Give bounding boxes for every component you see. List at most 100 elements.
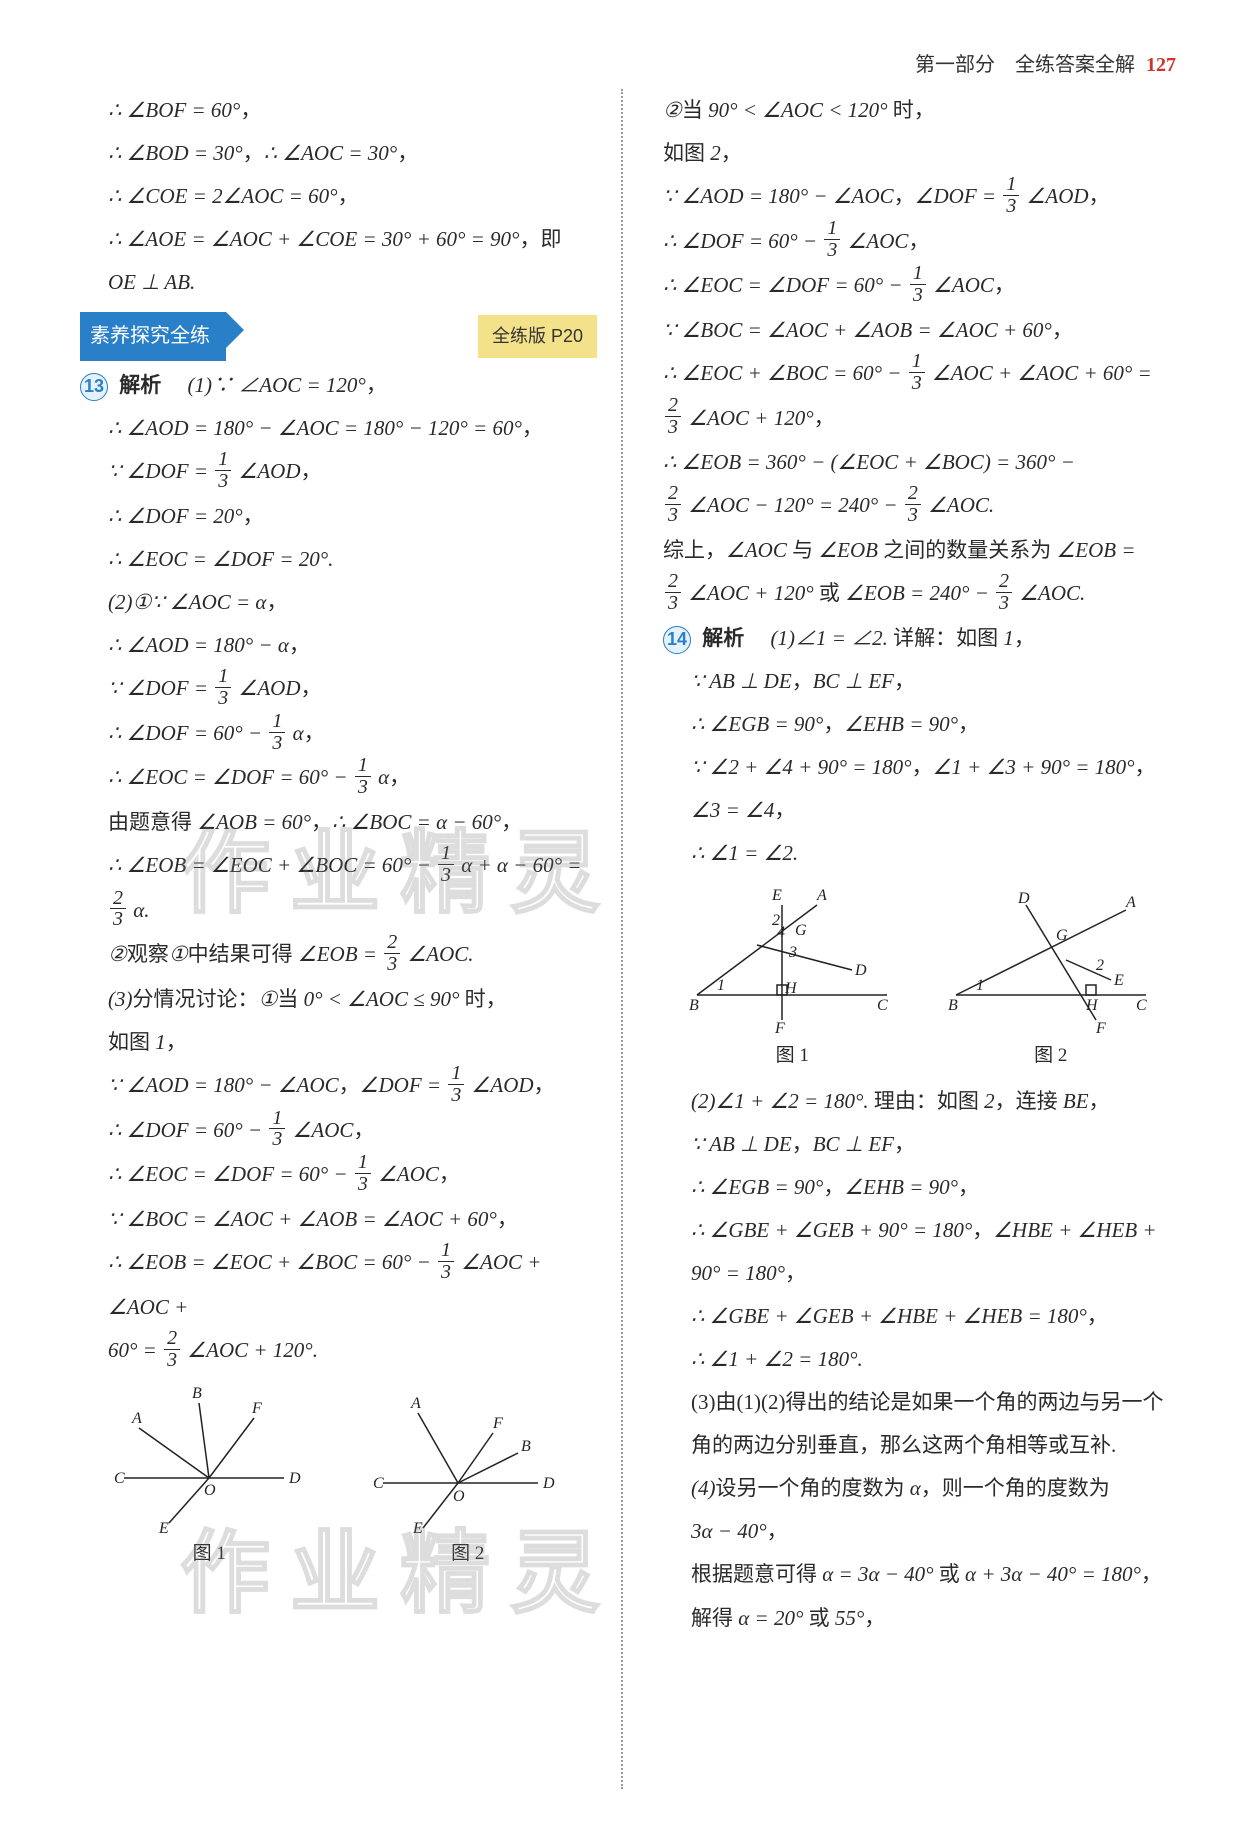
page-header: 第一部分 全练答案全解 127: [80, 48, 1180, 77]
pre-line: ∴ ∠COE = 2∠AOC = 60°，: [80, 175, 597, 218]
fig1-caption: 图 1: [104, 1535, 314, 1574]
svg-text:E: E: [1113, 972, 1124, 989]
svg-text:2: 2: [772, 912, 780, 929]
q14-p3: (3)由(1)(2)得出的结论是如果一个角的两边与另一个角的两边分别垂直，那么这…: [663, 1381, 1180, 1467]
r-line: ∵ ∠BOC = ∠AOC + ∠AOB = ∠AOC + 60°，: [663, 309, 1180, 352]
q14-line: 3α − 40°，: [663, 1510, 1180, 1553]
q13-line: ②观察①中结果可得 ∠EOB = 23 ∠AOC.: [80, 933, 597, 978]
q13-line: ∴ ∠DOF = 20°，: [80, 495, 597, 538]
q13-line: ∴ ∠EOC = ∠DOF = 20°.: [80, 538, 597, 581]
q14-line: 解得 α = 20° 或 55°，: [663, 1597, 1180, 1640]
q13-line: ∴ ∠DOF = 60° − 13 ∠AOC，: [80, 1109, 597, 1154]
svg-text:F: F: [251, 1400, 262, 1417]
svg-text:C: C: [114, 1470, 125, 1487]
q13-figures: ABF CDE O 图 1 AFB CDE: [80, 1383, 597, 1574]
q14-line: ∴ ∠GBE + ∠GEB + 90° = 180°，∠HBE + ∠HEB +: [663, 1209, 1180, 1252]
banner-title: 素养探究全练: [80, 312, 226, 361]
svg-text:H: H: [1085, 997, 1099, 1014]
q14-fig2: BC DA EF HG 12 图 2: [936, 885, 1166, 1076]
pre-line: OE ⊥ AB.: [80, 261, 597, 304]
r-line: ∵ ∠AOD = 180° − ∠AOC，∠DOF = 13 ∠AOD，: [663, 175, 1180, 220]
q14-p4-head: (4)设另一个角的度数为 α，则一个角的度数为: [663, 1467, 1180, 1510]
svg-text:A: A: [410, 1395, 421, 1412]
q14-line: ∠3 = ∠4，: [663, 789, 1180, 832]
svg-text:B: B: [689, 997, 699, 1014]
pre-line: ∴ ∠BOD = 30°，∴ ∠AOC = 30°，: [80, 132, 597, 175]
svg-text:D: D: [288, 1470, 301, 1487]
svg-text:B: B: [948, 997, 958, 1014]
analysis-label: 解析: [119, 374, 161, 397]
svg-text:C: C: [373, 1475, 384, 1492]
svg-text:O: O: [453, 1488, 465, 1505]
q13-line: ∴ ∠EOC = ∠DOF = 60° − 13 α，: [80, 756, 597, 801]
q14-line: ∴ ∠EGB = 90°，∠EHB = 90°，: [663, 1166, 1180, 1209]
q14-figures: BC EA DF HG 13 42 图 1: [663, 885, 1180, 1076]
q14-p1-head: (1)∠1 = ∠2. 详解：如图 1，: [771, 626, 1035, 650]
svg-text:A: A: [816, 887, 827, 904]
analysis-label: 解析: [702, 627, 744, 650]
q13-line: 由题意得 ∠AOB = 60°，∴ ∠BOC = α − 60°，: [80, 801, 597, 844]
q13-start: 13 解析 (1)∵ ∠AOC = 120°，: [80, 364, 597, 407]
svg-text:F: F: [1095, 1020, 1106, 1035]
svg-text:B: B: [192, 1385, 202, 1402]
q14-fig2-caption: 图 2: [936, 1037, 1166, 1076]
q14-start: 14 解析 (1)∠1 = ∠2. 详解：如图 1，: [663, 617, 1180, 660]
section-banner: 素养探究全练 全练版 P20: [80, 318, 597, 354]
r-line: ∴ ∠EOB = 360° − (∠EOC + ∠BOC) = 360° −: [663, 441, 1180, 484]
q13-p3-head: (3)分情况讨论：①当 0° < ∠AOC ≤ 90° 时，: [80, 978, 597, 1021]
q13-line: ∴ ∠AOD = 180° − ∠AOC = 180° − 120° = 60°…: [80, 407, 597, 450]
q14-line: ∵ AB ⊥ DE，BC ⊥ EF，: [663, 660, 1180, 703]
svg-text:B: B: [521, 1438, 531, 1455]
q14-line: 根据题意可得 α = 3α − 40° 或 α + 3α − 40° = 180…: [663, 1553, 1180, 1596]
q13-line: ∴ ∠EOC = ∠DOF = 60° − 13 ∠AOC，: [80, 1153, 597, 1198]
q14-line: ∴ ∠1 + ∠2 = 180°.: [663, 1338, 1180, 1381]
svg-text:D: D: [1017, 890, 1030, 907]
r-line: 如图 2，: [663, 132, 1180, 175]
right-column: ②当 90° < ∠AOC < 120° 时， 如图 2， ∵ ∠AOD = 1…: [655, 89, 1180, 1789]
q13-line: ∵ ∠AOD = 180° − ∠AOC，∠DOF = 13 ∠AOD，: [80, 1064, 597, 1109]
svg-text:D: D: [854, 962, 867, 979]
svg-text:F: F: [774, 1020, 785, 1035]
q13-line: ∵ ∠BOC = ∠AOC + ∠AOB = ∠AOC + 60°，: [80, 1198, 597, 1241]
svg-text:E: E: [158, 1520, 169, 1533]
q14-line: ∵ AB ⊥ DE，BC ⊥ EF，: [663, 1123, 1180, 1166]
q14-fig1: BC EA DF HG 13 42 图 1: [677, 885, 907, 1076]
q13-p1-head: (1)∵ ∠AOC = 120°，: [188, 373, 387, 397]
r-line: 23 ∠AOC + 120° 或 ∠EOB = 240° − 23 ∠AOC.: [663, 572, 1180, 617]
svg-text:C: C: [1136, 997, 1147, 1014]
svg-text:3: 3: [788, 944, 797, 961]
r-line: ∴ ∠DOF = 60° − 13 ∠AOC，: [663, 220, 1180, 265]
banner-ref: 全练版 P20: [478, 315, 597, 358]
r-line: 23 ∠AOC − 120° = 240° − 23 ∠AOC.: [663, 484, 1180, 529]
q14-p2-head: (2)∠1 + ∠2 = 180°. 理由：如图 2，连接 BE，: [663, 1080, 1180, 1123]
header-part: 第一部分 全练答案全解: [915, 54, 1135, 76]
pre-line: ∴ ∠BOF = 60°，: [80, 89, 597, 132]
svg-text:A: A: [131, 1410, 142, 1427]
r-line: 23 ∠AOC + 120°，: [663, 397, 1180, 442]
question-number-13: 13: [80, 373, 108, 401]
q13-fig1: ABF CDE O 图 1: [104, 1383, 314, 1574]
q13-line: ∵ ∠DOF = 13 ∠AOD，: [80, 667, 597, 712]
q13-fig2: AFB CDE O 图 2: [363, 1383, 573, 1574]
r-line: ∴ ∠EOC = ∠DOF = 60° − 13 ∠AOC，: [663, 264, 1180, 309]
pre-line: ∴ ∠AOE = ∠AOC + ∠COE = 30° + 60° = 90°，即: [80, 218, 597, 261]
q14-line: ∴ ∠EGB = 90°，∠EHB = 90°，: [663, 703, 1180, 746]
q14-line: ∴ ∠GBE + ∠GEB + ∠HBE + ∠HEB = 180°，: [663, 1295, 1180, 1338]
svg-text:1: 1: [717, 977, 725, 994]
q13-line: ∴ ∠DOF = 60° − 13 α，: [80, 712, 597, 757]
r-line: 综上，∠AOC 与 ∠EOB 之间的数量关系为 ∠EOB =: [663, 529, 1180, 572]
fig2-caption: 图 2: [363, 1535, 573, 1574]
q14-line: ∴ ∠1 = ∠2.: [663, 832, 1180, 875]
svg-text:G: G: [1056, 927, 1068, 944]
r-line: ②当 90° < ∠AOC < 120° 时，: [663, 89, 1180, 132]
svg-text:A: A: [1125, 894, 1136, 911]
svg-text:E: E: [412, 1520, 423, 1533]
q13-line: ∴ ∠EOB = ∠EOC + ∠BOC = 60° − 13 ∠AOC + ∠…: [80, 1241, 597, 1329]
q13-line: ∴ ∠AOD = 180° − α，: [80, 624, 597, 667]
svg-text:D: D: [542, 1475, 555, 1492]
svg-text:2: 2: [1096, 957, 1104, 974]
svg-text:E: E: [771, 887, 782, 904]
svg-text:H: H: [784, 980, 798, 997]
svg-text:G: G: [795, 922, 807, 939]
page-number: 127: [1146, 54, 1176, 76]
